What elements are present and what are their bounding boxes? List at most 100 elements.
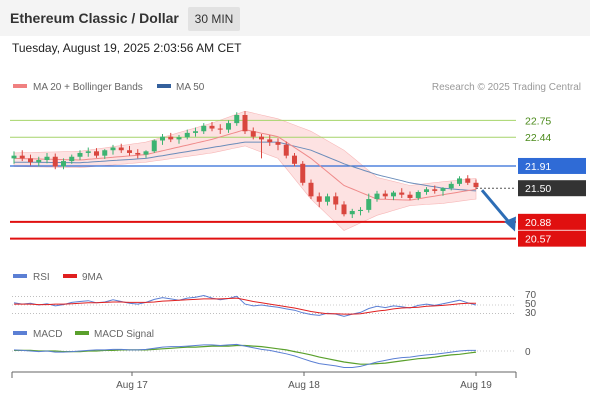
- candle-body: [69, 156, 75, 162]
- x-label-aug18: Aug 18: [288, 380, 320, 391]
- macd-swatch: [13, 331, 27, 335]
- rsi-ma-swatch: [63, 274, 77, 278]
- pivot-level-tag: [518, 157, 586, 174]
- forecast-arrow-shaft: [480, 189, 513, 226]
- candle-body: [399, 192, 405, 195]
- candle-body: [77, 152, 83, 157]
- macd-signal-line: [14, 344, 477, 365]
- level-labels: 22.75 22.44 21.91 21.50 20.88 20.57: [518, 115, 586, 247]
- candle-body: [61, 161, 66, 167]
- candle-body: [283, 144, 289, 156]
- candle-body: [473, 182, 479, 188]
- rsi-ma-line: [14, 297, 476, 315]
- last-price-tag: [518, 180, 586, 197]
- support-level-tag: [518, 213, 586, 230]
- rsi-line: [13, 294, 477, 317]
- candle-body: [44, 156, 50, 160]
- candle-body: [226, 123, 231, 130]
- candle-body: [201, 125, 207, 132]
- candle-body: [457, 178, 462, 184]
- candle-body: [184, 132, 190, 138]
- target-level-label: 22.44: [525, 132, 551, 144]
- pivot-level-label: 21.91: [525, 161, 551, 173]
- price-legend: MA 20 + Bollinger Bands MA 50 Research ©…: [13, 82, 581, 93]
- candle-body: [424, 189, 429, 192]
- support-level-label: 20.57: [525, 234, 551, 246]
- rsi-ma-legend-label: 9MA: [82, 272, 103, 283]
- candle-body: [341, 204, 347, 215]
- candle-body: [36, 160, 42, 163]
- candle-body: [160, 136, 165, 141]
- candle-body: [209, 125, 215, 129]
- candle-body: [259, 136, 264, 140]
- instrument-title: Ethereum Classic / Dollar: [10, 10, 179, 26]
- rsi-panel: RSI 9MA 70 50 30: [12, 272, 537, 319]
- chart-header: Ethereum Classic / Dollar 30 MIN: [0, 0, 590, 36]
- candle-body: [118, 147, 124, 151]
- x-label-aug19: Aug 19: [460, 380, 492, 391]
- candle-body: [94, 151, 99, 156]
- last-price-label: 21.50: [525, 183, 551, 195]
- copyright-text: Research © 2025 Trading Central: [432, 82, 581, 93]
- ma50-legend-label: MA 50: [176, 82, 205, 93]
- candle-body: [349, 210, 355, 215]
- candle-body: [11, 155, 17, 159]
- candle-body: [382, 193, 388, 197]
- candle-body: [440, 188, 446, 191]
- candle-body: [168, 136, 174, 140]
- candle-body: [358, 209, 363, 211]
- candle-body: [300, 163, 306, 183]
- candle-body: [85, 151, 91, 153]
- candle-body: [28, 158, 33, 163]
- ma20-swatch: [13, 84, 27, 88]
- candle-body: [52, 156, 58, 167]
- rsi-level-50: 50: [525, 299, 537, 310]
- ma20-legend-label: MA 20 + Bollinger Bands: [33, 82, 143, 93]
- macd-legend-label: MACD: [33, 329, 62, 340]
- candle-body: [275, 142, 281, 145]
- support-level-label: 20.88: [525, 217, 551, 229]
- candle-body: [135, 152, 141, 155]
- forecast-arrow-head: [504, 216, 516, 232]
- candle-body: [250, 131, 256, 137]
- candle-body: [143, 151, 149, 155]
- candle-body: [407, 194, 413, 198]
- forecast-arrow: [480, 189, 516, 232]
- candle-body: [316, 196, 322, 202]
- candle-body: [325, 196, 330, 202]
- candle-body: [267, 139, 273, 143]
- candle-body: [374, 193, 380, 200]
- timeframe-button[interactable]: 30 MIN: [188, 7, 240, 31]
- rsi-swatch: [13, 274, 27, 278]
- candle-body: [151, 140, 157, 152]
- ma50-line: [14, 141, 477, 192]
- macd-line: [13, 343, 476, 368]
- candle-body: [432, 189, 438, 191]
- candle-body: [366, 199, 372, 210]
- macd-signal-legend-label: MACD Signal: [94, 329, 154, 340]
- chart-datetime: Tuesday, August 19, 2025 2:03:56 AM CET: [12, 41, 242, 55]
- candle-body: [176, 137, 182, 140]
- ma50-swatch: [157, 84, 171, 88]
- candle-body: [127, 150, 132, 153]
- x-label-aug17: Aug 17: [116, 380, 148, 391]
- candles: [11, 111, 479, 219]
- x-axis: Aug 17 Aug 18 Aug 19: [11, 371, 517, 391]
- candle-body: [242, 114, 248, 132]
- macd-zero-label: 0: [525, 347, 531, 358]
- candle-body: [333, 196, 339, 205]
- candle-body: [391, 192, 396, 197]
- candle-body: [193, 131, 198, 133]
- macd-panel: MACD MACD Signal 0: [12, 329, 531, 368]
- rsi-level-70: 70: [525, 290, 537, 301]
- target-level-label: 22.75: [525, 115, 551, 127]
- rsi-legend-label: RSI: [33, 272, 50, 283]
- candle-body: [465, 178, 471, 183]
- bollinger-band: [13, 110, 477, 231]
- bollinger-band-area: [13, 110, 477, 231]
- candle-body: [234, 114, 240, 124]
- candle-body: [19, 155, 25, 159]
- candle-body: [217, 128, 223, 130]
- candle-body: [448, 183, 454, 189]
